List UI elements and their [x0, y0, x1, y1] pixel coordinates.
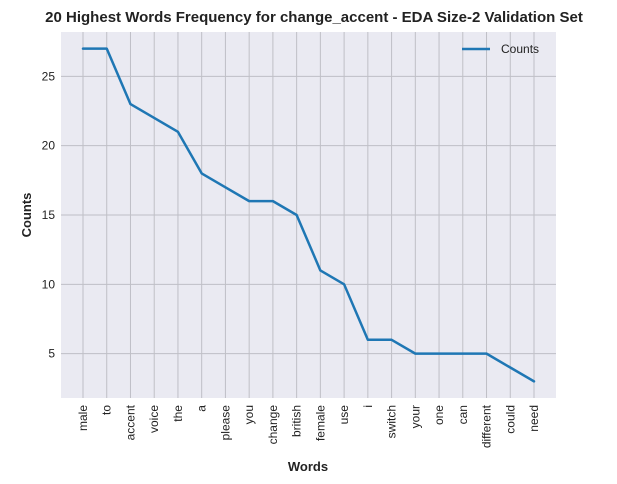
x-tick-label: the: [171, 405, 185, 422]
x-tick-label: male: [76, 405, 90, 431]
x-tick-label: british: [290, 405, 304, 437]
x-tick-label: switch: [385, 405, 399, 438]
x-tick-label: female: [313, 405, 327, 441]
y-axis-label: Counts: [19, 193, 34, 238]
chart-title: 20 Highest Words Frequency for change_ac…: [45, 9, 583, 26]
y-tick-label: 20: [42, 139, 56, 153]
y-tick-label: 25: [42, 69, 56, 83]
x-tick-label: need: [527, 405, 541, 432]
y-axis-ticks: 5 10 15 20 25: [42, 69, 56, 360]
legend: Counts: [462, 42, 539, 56]
y-tick-label: 15: [42, 208, 56, 222]
x-axis-label: Words: [288, 459, 328, 474]
x-tick-label: accent: [123, 404, 137, 440]
x-tick-label: to: [100, 405, 114, 415]
x-tick-label: use: [337, 405, 351, 425]
series-layer: [81, 47, 536, 383]
x-tick-label: could: [503, 405, 517, 434]
x-tick-label: change: [266, 405, 280, 445]
series-line-counts: [81, 47, 536, 383]
y-tick-label: 10: [42, 277, 56, 291]
x-tick-label: different: [480, 404, 494, 448]
x-tick-label: a: [195, 405, 209, 412]
x-tick-label: i: [361, 405, 375, 408]
legend-label-counts: Counts: [501, 42, 539, 56]
x-axis-ticks: male to accent voice the a please you change brit…: [76, 404, 541, 448]
x-tick-label: voice: [147, 405, 161, 433]
x-tick-label: please: [218, 405, 232, 441]
x-tick-label: one: [432, 405, 446, 425]
y-tick-label: 5: [48, 347, 55, 361]
x-tick-label: can: [456, 405, 470, 424]
x-tick-label: you: [242, 405, 256, 424]
x-tick-label: your: [408, 405, 422, 428]
